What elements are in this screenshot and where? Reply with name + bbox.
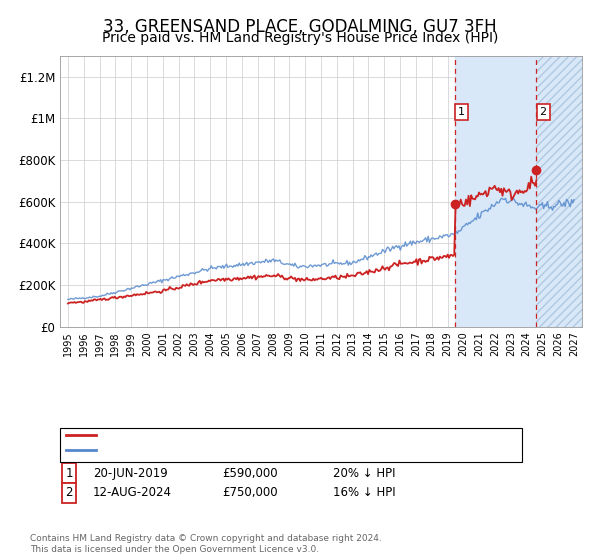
Text: 2: 2 — [539, 107, 547, 117]
Text: 1: 1 — [65, 466, 73, 480]
Text: £590,000: £590,000 — [222, 466, 278, 480]
Text: Contains HM Land Registry data © Crown copyright and database right 2024.
This d: Contains HM Land Registry data © Crown c… — [30, 534, 382, 554]
Text: 20-JUN-2019: 20-JUN-2019 — [93, 466, 168, 480]
Text: Price paid vs. HM Land Registry's House Price Index (HPI): Price paid vs. HM Land Registry's House … — [102, 31, 498, 45]
Bar — [536, 56, 582, 326]
Text: 33, GREENSAND PLACE, GODALMING, GU7 3FH (detached house): 33, GREENSAND PLACE, GODALMING, GU7 3FH … — [102, 428, 487, 441]
Bar — [455, 56, 536, 326]
Text: 2: 2 — [65, 486, 73, 500]
Text: £750,000: £750,000 — [222, 486, 278, 500]
Text: 20% ↓ HPI: 20% ↓ HPI — [333, 466, 395, 480]
Bar — [536, 56, 582, 326]
Text: 12-AUG-2024: 12-AUG-2024 — [93, 486, 172, 500]
Text: 1: 1 — [458, 107, 465, 117]
Text: 33, GREENSAND PLACE, GODALMING, GU7 3FH: 33, GREENSAND PLACE, GODALMING, GU7 3FH — [103, 18, 497, 36]
Text: HPI: Average price, detached house, Waverley: HPI: Average price, detached house, Wave… — [102, 443, 375, 456]
Text: 16% ↓ HPI: 16% ↓ HPI — [333, 486, 395, 500]
